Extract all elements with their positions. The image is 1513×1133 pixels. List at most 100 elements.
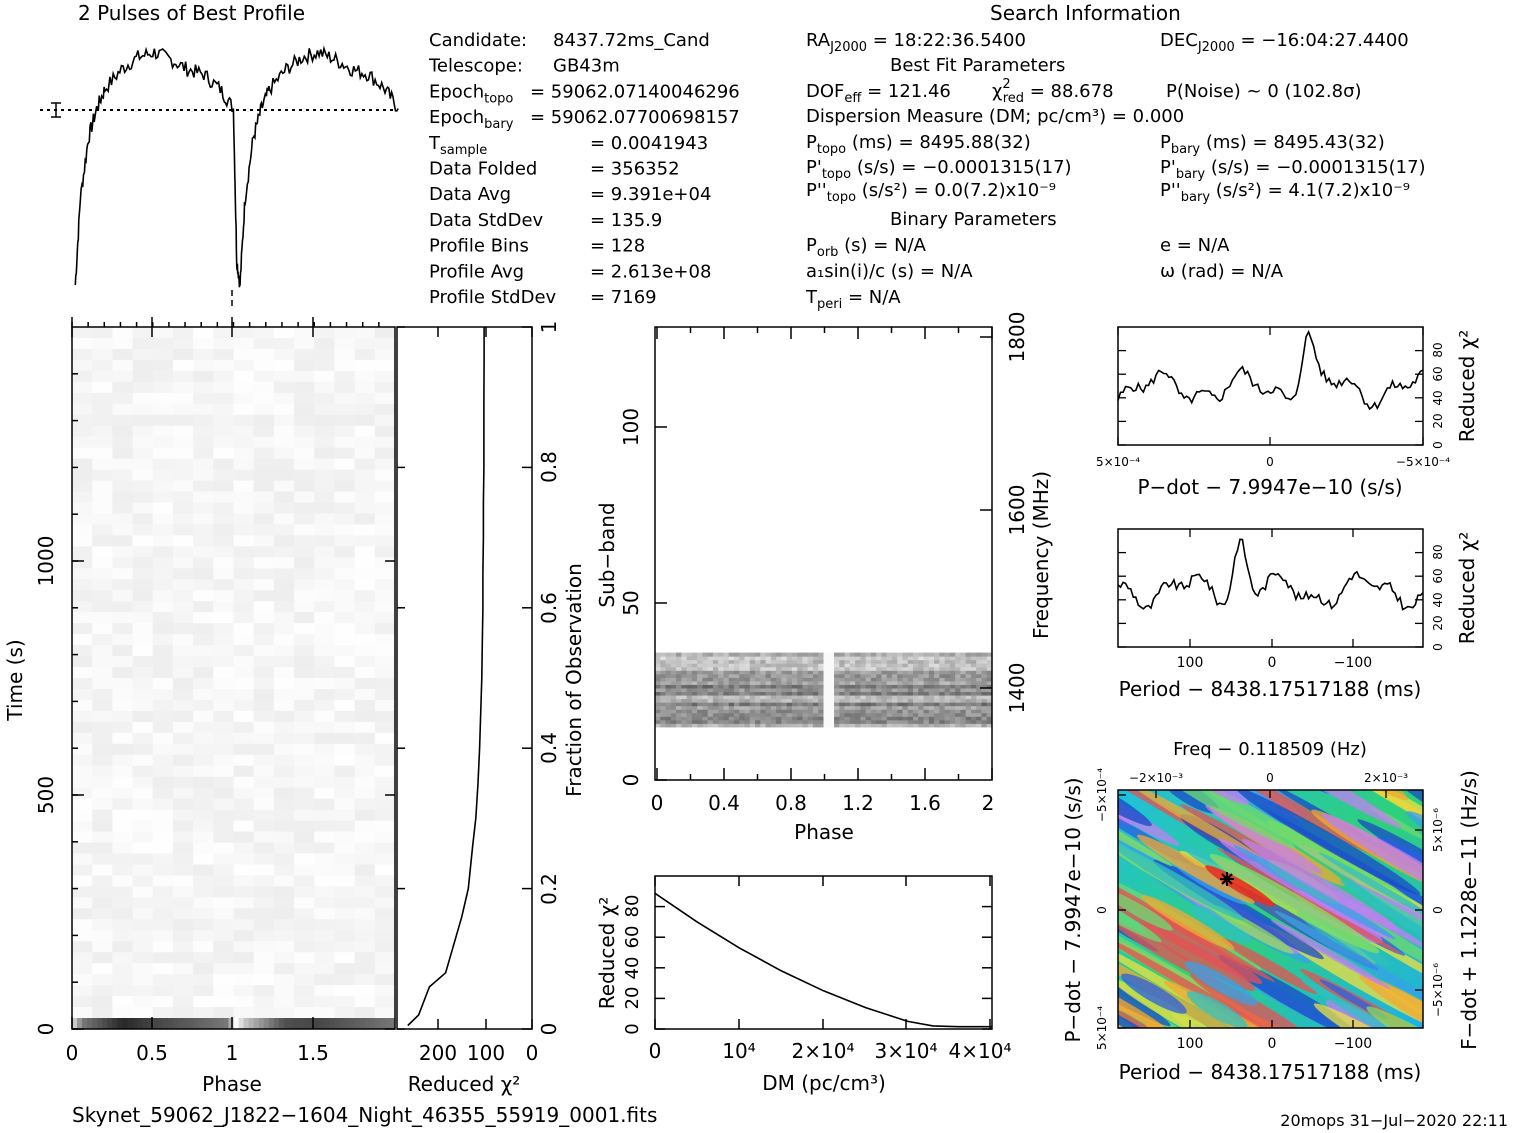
time-phase-cell (213, 436, 234, 449)
time-phase-cell (374, 381, 396, 394)
subband-cell (855, 705, 861, 710)
subband-cell (949, 684, 956, 689)
time-phase-cell (193, 842, 214, 854)
pddbary-field: P''bary (s/s²) = 4.1(7.2)x10⁻⁹ (1160, 180, 1410, 205)
subband-cell (834, 723, 840, 728)
subband-cell (681, 695, 688, 700)
subband-cell (655, 684, 661, 689)
subband-cell (812, 673, 819, 678)
ppd-title: Freq − 0.118509 (Hz) (1173, 739, 1367, 760)
time-phase-cell (132, 919, 154, 931)
time-phase-cell (132, 864, 154, 876)
subband-cell (670, 656, 677, 661)
time-phase-cell (72, 743, 93, 756)
ecc-field: e = N/A (1160, 235, 1230, 256)
time-phase-cell (112, 579, 134, 591)
time-phase-cell (172, 974, 194, 986)
time-phase-cell (92, 787, 113, 800)
subband-cell (665, 670, 672, 675)
subband-cell (828, 684, 835, 689)
subband-cell (860, 719, 867, 724)
time-phase-cell (294, 590, 315, 602)
time-phase-cell (72, 678, 93, 690)
time-phase-cell (314, 776, 335, 789)
subband-cell (681, 723, 688, 728)
time-phase-cell (193, 688, 214, 701)
subband-cell (834, 656, 840, 661)
subband-cell (781, 659, 788, 664)
subband-cell (934, 659, 940, 664)
time-phase-cell (223, 1018, 229, 1029)
subband-cell (939, 723, 946, 728)
subband-cell (723, 687, 730, 693)
p-pdot-stripe (1184, 961, 1258, 1006)
time-phase-cell (172, 612, 194, 624)
subband-cell (718, 652, 724, 657)
subband-cell (976, 705, 982, 710)
time-phase-cell (132, 842, 154, 854)
time-phase-cell (112, 908, 134, 920)
time-phase-cell (112, 875, 134, 887)
time-phase-cell (193, 1018, 199, 1029)
subband-cell (744, 663, 751, 668)
subband-cell (681, 716, 688, 721)
time-phase-cell (233, 601, 255, 613)
subband-cell (902, 652, 909, 657)
subband-cell (902, 709, 909, 714)
subband-cell (718, 684, 724, 689)
subband-cell (723, 695, 730, 700)
time-phase-cell (243, 1018, 250, 1029)
subband-cell (923, 670, 930, 675)
time-phase-cell (334, 370, 356, 383)
time-phase-cell (92, 941, 113, 953)
subband-cell (865, 695, 872, 700)
subband-cell (818, 691, 824, 696)
pddtopo-field: P''topo (s/s²) = 0.0(7.2)x10⁻⁹ (806, 180, 1056, 205)
subband-cell (865, 691, 872, 696)
subband-cell (723, 716, 730, 721)
time-phase-cell (132, 831, 154, 844)
time-phase-cell (294, 656, 315, 668)
subband-cell (723, 663, 730, 668)
subband-cell (655, 677, 661, 682)
time-phase-cell (152, 480, 174, 493)
time-phase-cell (294, 908, 315, 920)
subband-cell (965, 663, 972, 668)
time-phase-cell (112, 348, 134, 361)
time-phase-cell (92, 535, 113, 547)
subband-cell (923, 687, 930, 693)
time-phase-cell (193, 853, 214, 865)
time-phase-cell (172, 743, 194, 756)
time-phase-cell (334, 842, 356, 854)
subband-cell (918, 705, 925, 710)
time-phase-cell (92, 831, 113, 844)
time-phase-cell (314, 886, 335, 898)
time-phase-cell (294, 601, 315, 613)
time-phase-cell (172, 579, 194, 591)
subband-frame (654, 326, 993, 781)
subband-cell (707, 698, 714, 703)
subband-cell (755, 670, 761, 675)
subband-cell (823, 712, 830, 717)
time-phase-cell (152, 776, 174, 789)
time-phase-cell (193, 370, 214, 383)
time-phase-cell (233, 656, 255, 668)
subband-cell (965, 698, 972, 703)
subband-cell (797, 691, 803, 696)
omega-field: ω (rad) = N/A (1160, 261, 1284, 282)
subband-cell (918, 698, 925, 703)
time-phase-cell (294, 579, 315, 591)
time-phase-cell (193, 579, 214, 591)
time-phase-cell (172, 996, 194, 1008)
time-phase-cell (354, 985, 376, 997)
subband-cell (855, 684, 861, 689)
subband-cell (981, 691, 988, 696)
time-phase-cell (193, 656, 214, 668)
time-phase-cell (294, 667, 315, 679)
subband-cell (844, 719, 851, 724)
subband-cell (660, 687, 667, 693)
best-fit-title: Best Fit Parameters (890, 55, 1065, 76)
time-phase-cell (72, 1018, 78, 1029)
subband-cell (949, 666, 956, 671)
